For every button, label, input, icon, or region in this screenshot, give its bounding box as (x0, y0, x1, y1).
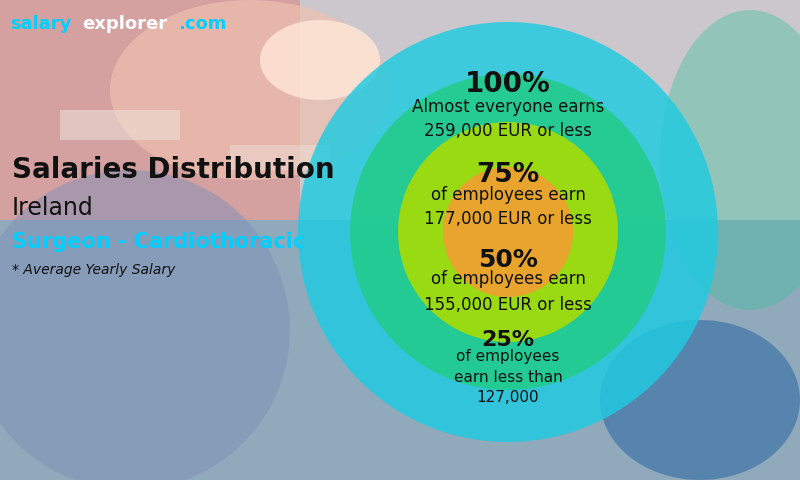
Ellipse shape (600, 320, 800, 480)
Text: 75%: 75% (476, 162, 540, 188)
Bar (0, 220, 800, 480)
Text: of employees
earn less than
127,000: of employees earn less than 127,000 (454, 348, 562, 406)
Circle shape (443, 167, 573, 297)
Ellipse shape (660, 10, 800, 310)
Text: 25%: 25% (482, 330, 534, 350)
Bar (60, 110, 180, 140)
Text: of employees earn
177,000 EUR or less: of employees earn 177,000 EUR or less (424, 185, 592, 228)
Circle shape (398, 122, 618, 342)
Text: .com: .com (178, 15, 226, 33)
Text: Almost everyone earns
259,000 EUR or less: Almost everyone earns 259,000 EUR or les… (412, 97, 604, 141)
Text: salary: salary (10, 15, 71, 33)
Bar (0, 0, 800, 240)
Bar (230, 145, 330, 170)
Circle shape (298, 22, 718, 442)
Text: of employees earn
155,000 EUR or less: of employees earn 155,000 EUR or less (424, 271, 592, 313)
Ellipse shape (0, 170, 290, 480)
Text: 50%: 50% (478, 248, 538, 272)
Circle shape (350, 74, 666, 390)
Text: Salaries Distribution: Salaries Distribution (12, 156, 334, 184)
Bar (300, 0, 800, 240)
Text: Surgeon - Cardiothoracic: Surgeon - Cardiothoracic (12, 232, 306, 252)
Text: explorer: explorer (82, 15, 167, 33)
Text: 100%: 100% (465, 70, 551, 98)
Text: * Average Yearly Salary: * Average Yearly Salary (12, 263, 175, 277)
Ellipse shape (110, 0, 390, 180)
Text: Ireland: Ireland (12, 196, 94, 220)
Ellipse shape (260, 20, 380, 100)
